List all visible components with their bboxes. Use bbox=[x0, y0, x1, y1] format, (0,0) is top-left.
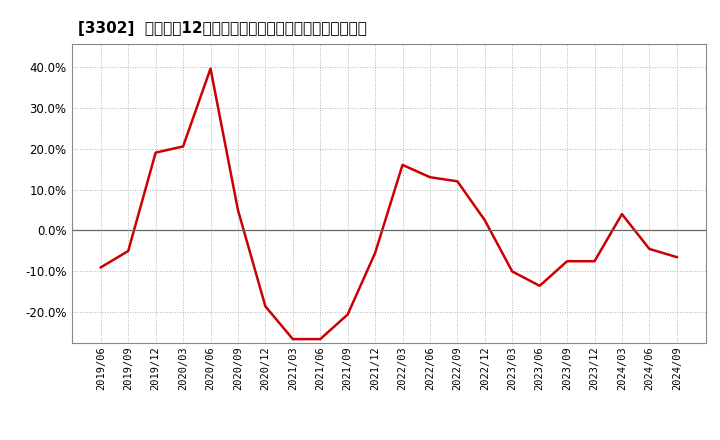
Text: [3302]  売上高の12か月移動合計の対前年同期増減率の推移: [3302] 売上高の12か月移動合計の対前年同期増減率の推移 bbox=[78, 21, 367, 36]
